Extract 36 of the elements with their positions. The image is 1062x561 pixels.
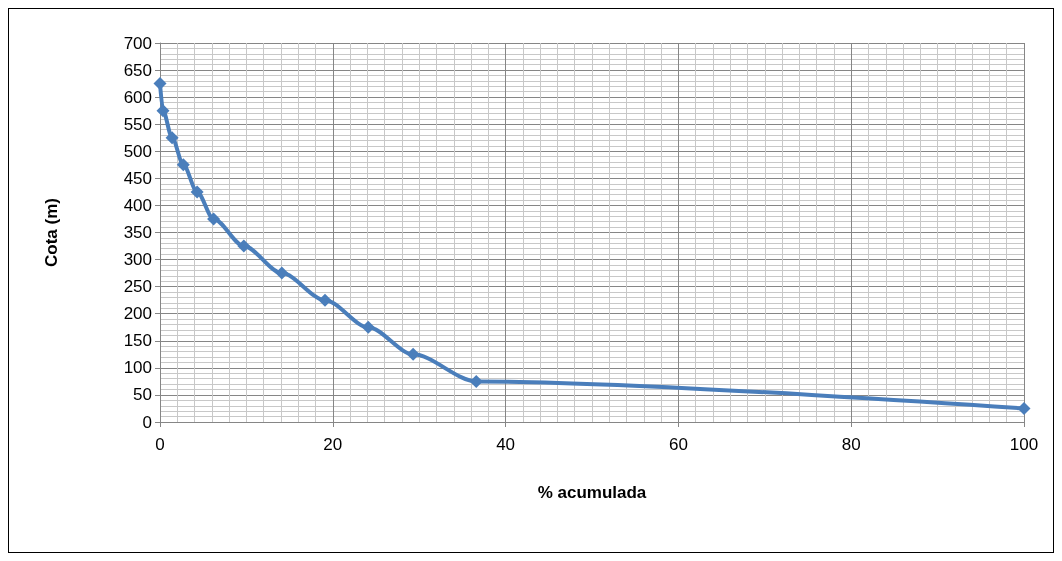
x-tick-label: 40 xyxy=(496,435,516,454)
point xyxy=(469,374,483,388)
x-tick-label: 0 xyxy=(155,435,165,454)
x-tick-label: 20 xyxy=(323,435,343,454)
point xyxy=(190,185,204,199)
x-tick-label: 80 xyxy=(841,435,861,454)
y-tick-label: 300 xyxy=(123,250,152,270)
point xyxy=(165,131,179,145)
point xyxy=(318,293,332,307)
point xyxy=(275,266,289,280)
y-tick-label: 400 xyxy=(123,195,152,215)
x-tick-label: 60 xyxy=(668,435,688,454)
point xyxy=(361,320,375,334)
y-tick-label: 450 xyxy=(123,168,152,188)
point xyxy=(207,212,221,226)
y-tick-label: 600 xyxy=(123,87,152,107)
point xyxy=(153,77,167,91)
y-tick-label: 550 xyxy=(123,114,152,134)
y-tick-label: 100 xyxy=(123,358,152,378)
point xyxy=(406,347,420,361)
y-tick-label: 500 xyxy=(123,141,152,161)
point xyxy=(1017,401,1031,415)
y-tick-label: 700 xyxy=(123,33,152,53)
y-tick-label: 250 xyxy=(123,277,152,297)
point xyxy=(176,158,190,172)
y-tick-label: 650 xyxy=(123,60,152,80)
point xyxy=(156,104,170,118)
y-tick-label: 350 xyxy=(123,223,152,242)
x-axis-title: % acumulada xyxy=(537,483,647,502)
y-tick-label: 50 xyxy=(133,385,152,405)
x-tick-label: 100 xyxy=(1009,435,1039,454)
y-tick-label: 200 xyxy=(123,304,152,324)
y-tick-label: 150 xyxy=(123,331,152,351)
y-tick-label: 0 xyxy=(142,412,152,432)
point xyxy=(237,239,251,253)
y-axis-title: Cota (m) xyxy=(42,198,61,267)
